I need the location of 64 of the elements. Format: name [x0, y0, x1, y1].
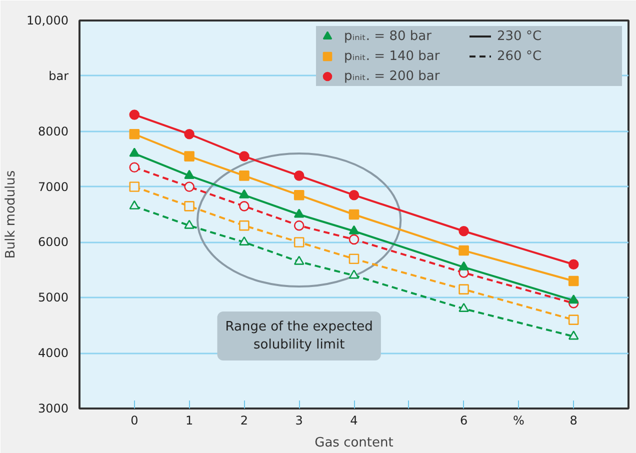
annotation: Range of the expected solubility limit — [225, 320, 373, 352]
point — [348, 209, 360, 220]
point — [568, 259, 579, 270]
legend-label: pᵢₙᵢₜ. = 200 bar — [344, 68, 441, 84]
y-tick-label: bar — [48, 68, 69, 83]
point — [239, 220, 250, 231]
x-tick-label: % — [513, 414, 524, 428]
point — [458, 302, 469, 312]
point — [184, 220, 194, 229]
point — [294, 237, 304, 248]
x-axis-title: Gas content — [314, 436, 394, 450]
y-tick-label: 7000 — [38, 180, 69, 194]
point — [294, 208, 304, 218]
point — [348, 254, 360, 264]
point — [568, 330, 579, 340]
x-tick-label: 8 — [570, 414, 578, 428]
x-tick-label: 3 — [295, 414, 303, 428]
point — [239, 236, 250, 246]
y-tick-label: 6000 — [38, 235, 69, 250]
point — [184, 170, 194, 179]
point — [348, 270, 360, 279]
point — [129, 200, 140, 210]
point — [348, 234, 360, 245]
point — [294, 256, 304, 265]
x-tick-label: 1 — [185, 414, 194, 428]
y-tick-label: 10,000 — [26, 14, 69, 28]
point — [184, 182, 194, 192]
legend-label: pᵢₙᵢₜ. = 80 bar — [344, 28, 432, 44]
point — [458, 245, 469, 256]
annotation: 230 °C — [497, 28, 543, 44]
point — [129, 162, 140, 173]
x-tick-label: 2 — [240, 414, 248, 428]
point — [129, 128, 140, 140]
y-tick-label: 5000 — [38, 290, 69, 305]
point — [184, 128, 194, 140]
point — [239, 189, 250, 198]
point — [568, 294, 579, 304]
point — [458, 284, 469, 294]
point — [568, 276, 579, 286]
point — [458, 226, 469, 236]
point — [239, 201, 250, 212]
point — [458, 261, 469, 270]
point — [129, 182, 140, 192]
point — [184, 151, 194, 162]
point — [129, 110, 140, 120]
x-tick-label: 0 — [130, 414, 138, 428]
annotation: 260 °C — [497, 48, 543, 64]
y-tick-label: 8000 — [38, 124, 69, 138]
point — [129, 148, 140, 157]
x-tick-label: 6 — [460, 414, 468, 428]
point — [239, 170, 250, 181]
legend-label: pᵢₙᵢₜ. = 140 bar — [344, 48, 441, 64]
point — [239, 151, 250, 162]
y-tick-label: 4000 — [38, 346, 69, 360]
point — [348, 225, 360, 234]
point — [294, 170, 304, 181]
y-tick-label: 3000 — [38, 402, 69, 416]
point — [294, 190, 304, 200]
point — [348, 190, 360, 200]
y-axis-title: Bulk modulus — [4, 170, 19, 259]
point — [184, 201, 194, 212]
point — [568, 314, 579, 325]
point — [294, 220, 304, 231]
x-tick-label: 4 — [350, 414, 358, 428]
